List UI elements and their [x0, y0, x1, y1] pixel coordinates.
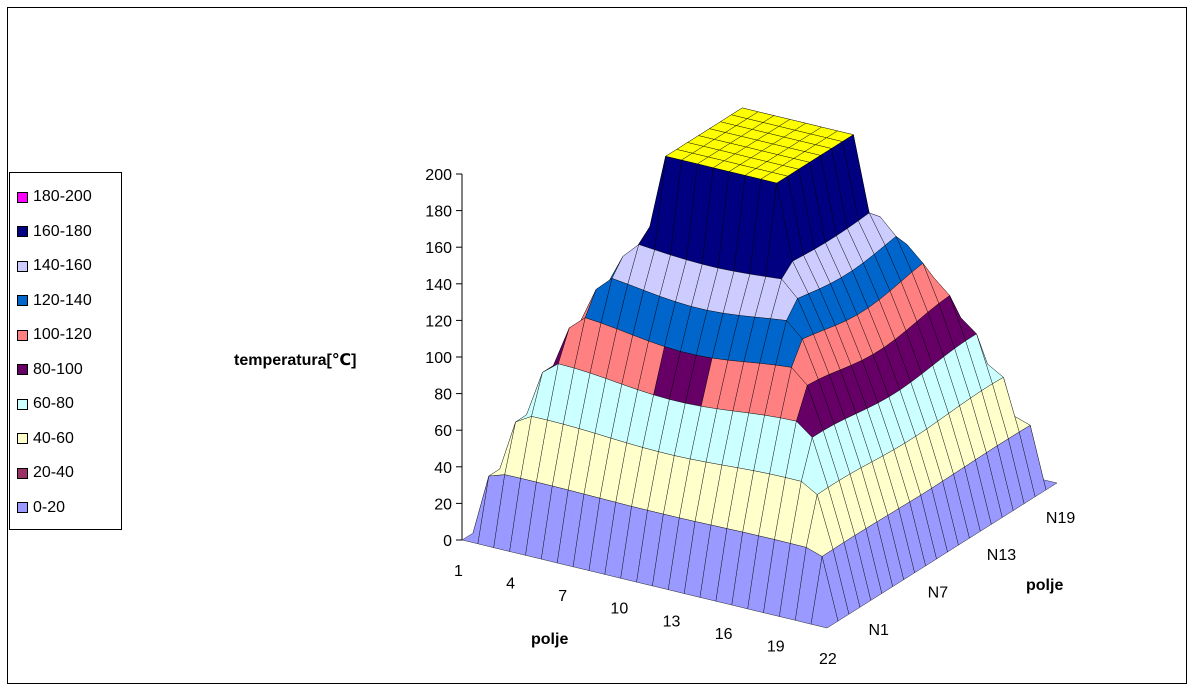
legend-label: 160-180: [33, 222, 92, 240]
legend-label: 0-20: [33, 498, 66, 516]
legend-item: 140-160: [17, 256, 92, 276]
legend-item: 160-180: [17, 222, 92, 242]
legend-swatch: [17, 502, 28, 513]
z-tick-label: 200: [425, 167, 452, 184]
y-axis-title: polje: [1026, 577, 1063, 594]
y-tick-label: N7: [928, 584, 949, 601]
x-tick-label: 1: [454, 563, 463, 580]
legend-swatch: [17, 191, 28, 203]
legend-item: 40-60: [17, 429, 74, 449]
z-tick-label: 40: [434, 460, 452, 477]
z-axis-title: temperatura[℃]: [234, 352, 357, 369]
z-tick-label: 160: [425, 240, 452, 257]
x-tick-label: 16: [715, 626, 733, 643]
legend-label: 180-200: [33, 188, 92, 205]
legend-item: 80-100: [17, 360, 83, 380]
legend-swatch: [17, 295, 28, 306]
legend-item: 0-20: [17, 498, 65, 518]
legend-swatch: [17, 329, 28, 341]
legend-item: 120-140: [17, 291, 92, 311]
legend-label: 80-100: [33, 360, 83, 378]
surface-cell: [810, 556, 839, 629]
x-axis-ticks: 1 4 7 10 13 16 19 22: [454, 563, 837, 668]
z-tick-label: 120: [425, 313, 452, 330]
legend-swatch: [17, 260, 28, 272]
legend: 180-200 160-180 140-160 120-140 100-120 80-10…: [9, 172, 122, 530]
y-axis-ticks: N1 N7 N13 N19: [869, 510, 1076, 639]
y-tick-label: N19: [1046, 510, 1075, 527]
z-tick-label: 0: [443, 533, 452, 550]
x-tick-label: 10: [610, 601, 628, 618]
legend-swatch: [17, 467, 28, 479]
legend-label: 140-160: [33, 257, 92, 274]
legend-swatch: [17, 433, 28, 444]
y-tick-label: N13: [987, 547, 1016, 564]
legend-swatch: [17, 398, 28, 410]
legend-item: 180-200: [17, 187, 92, 207]
y-tick-label: N1: [869, 622, 890, 639]
z-tick-label: 80: [434, 387, 452, 404]
legend-item: 100-120: [17, 325, 92, 345]
legend-label: 40-60: [33, 429, 74, 447]
z-tick-label: 60: [434, 423, 452, 440]
legend-swatch: [17, 226, 28, 237]
axes: 0 20 40 60 80 100 120 140 160 180 200 1 4 7 10 13 16 19 2…: [234, 167, 1075, 668]
surface-mesh: [461, 107, 1058, 629]
x-tick-label: 22: [819, 651, 837, 668]
legend-item: 20-40: [17, 463, 74, 483]
legend-label: 20-40: [33, 464, 74, 481]
legend-label: 100-120: [33, 326, 92, 343]
x-tick-label: 13: [663, 613, 681, 630]
x-axis-title: polje: [531, 631, 568, 648]
x-tick-label: 19: [767, 638, 785, 655]
z-tick-label: 140: [425, 277, 452, 294]
legend-item: 60-80: [17, 394, 74, 414]
x-tick-label: 4: [506, 576, 515, 593]
x-tick-label: 7: [558, 588, 567, 605]
z-tick-label: 180: [425, 204, 452, 221]
z-tick-label: 20: [434, 496, 452, 513]
z-tick-label: 100: [425, 350, 452, 367]
z-axis-ticks: 0 20 40 60 80 100 120 140 160 180 200: [425, 167, 462, 550]
legend-label: 60-80: [33, 395, 74, 412]
legend-label: 120-140: [33, 291, 92, 309]
legend-swatch: [17, 364, 28, 375]
